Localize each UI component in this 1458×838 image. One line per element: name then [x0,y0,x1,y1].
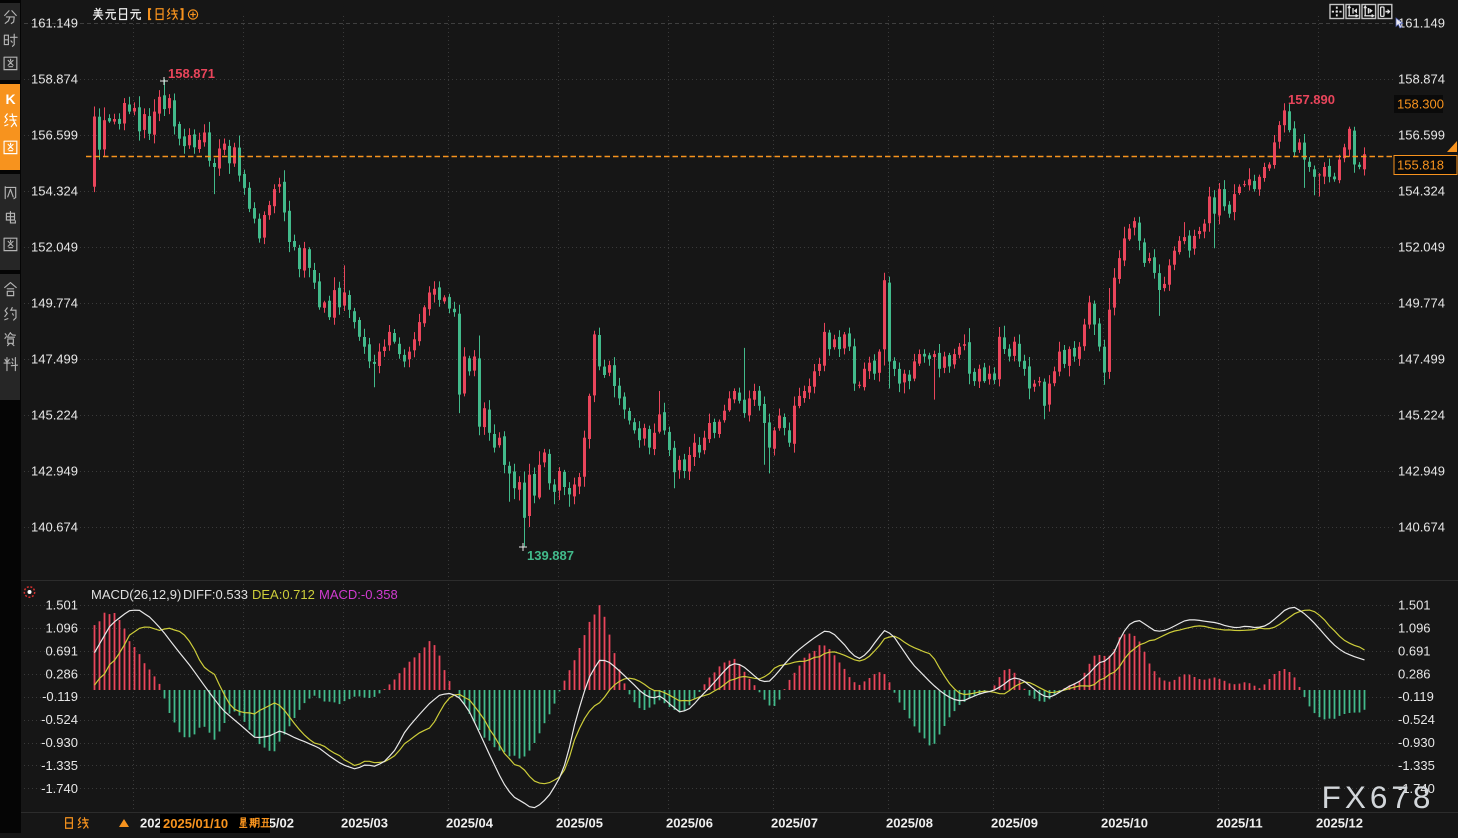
svg-text:158.874: 158.874 [31,72,78,87]
svg-text:152.049: 152.049 [31,240,78,255]
svg-text:2025/03: 2025/03 [341,816,388,831]
svg-text:2025/01/10: 2025/01/10 [163,816,228,831]
svg-text:0.286: 0.286 [1398,666,1431,681]
svg-text:2025/08: 2025/08 [886,816,933,831]
svg-text:158.300: 158.300 [1397,97,1444,112]
svg-text:2025/05: 2025/05 [556,816,603,831]
svg-text:0.691: 0.691 [45,643,78,658]
svg-text:1.096: 1.096 [1398,621,1431,636]
svg-text:2025/07: 2025/07 [771,816,818,831]
svg-text:DEA:0.712: DEA:0.712 [252,587,315,602]
svg-text:MACD:-0.358: MACD:-0.358 [319,587,398,602]
svg-text:-0.524: -0.524 [1398,712,1435,727]
svg-text:158.874: 158.874 [1398,72,1445,87]
svg-text:-1.740: -1.740 [1398,781,1435,796]
svg-text:1.501: 1.501 [1398,598,1431,613]
svg-text:-1.335: -1.335 [1398,758,1435,773]
svg-text:-0.119: -0.119 [1398,689,1434,704]
svg-text:-0.524: -0.524 [41,712,78,727]
svg-text:161.149: 161.149 [1398,16,1445,31]
svg-text:DIFF:0.533: DIFF:0.533 [183,587,248,602]
svg-text:140.674: 140.674 [1398,520,1445,535]
svg-text:-0.119: -0.119 [42,689,78,704]
svg-text:156.599: 156.599 [31,128,78,143]
svg-text:2025/10: 2025/10 [1101,816,1148,831]
svg-text:0.691: 0.691 [1398,643,1431,658]
svg-text:2025/04: 2025/04 [446,816,494,831]
svg-text:152.049: 152.049 [1398,240,1445,255]
svg-text:154.324: 154.324 [1398,184,1445,199]
svg-text:0.286: 0.286 [45,666,78,681]
svg-text:K: K [5,91,15,107]
svg-text:-1.740: -1.740 [41,781,78,796]
svg-text:MACD(26,12,9): MACD(26,12,9) [91,587,181,602]
svg-text:149.774: 149.774 [1398,296,1445,311]
svg-text:155.818: 155.818 [1397,158,1444,173]
svg-text:FX678: FX678 [1322,779,1435,815]
svg-text:145.224: 145.224 [31,408,78,423]
svg-text:157.890: 157.890 [1288,92,1335,107]
svg-text:-0.930: -0.930 [41,735,78,750]
svg-text:2025/06: 2025/06 [666,816,713,831]
svg-text:156.599: 156.599 [1398,128,1445,143]
svg-text:147.499: 147.499 [1398,352,1445,367]
svg-text:2025/11: 2025/11 [1216,816,1262,831]
svg-text:-1.335: -1.335 [41,758,78,773]
svg-text:142.949: 142.949 [31,464,78,479]
svg-text:2025/09: 2025/09 [991,816,1038,831]
svg-text:149.774: 149.774 [31,296,78,311]
svg-text:145.224: 145.224 [1398,408,1445,423]
svg-text:154.324: 154.324 [31,184,78,199]
svg-text:147.499: 147.499 [31,352,78,367]
svg-text:161.149: 161.149 [31,16,78,31]
svg-text:142.949: 142.949 [1398,464,1445,479]
svg-text:1.501: 1.501 [45,598,78,613]
svg-text:139.887: 139.887 [527,548,574,563]
svg-text:140.674: 140.674 [31,520,78,535]
svg-text:158.871: 158.871 [168,66,215,81]
svg-text:-0.930: -0.930 [1398,735,1435,750]
svg-text:1.096: 1.096 [45,621,78,636]
svg-text:2025/12: 2025/12 [1316,816,1363,831]
